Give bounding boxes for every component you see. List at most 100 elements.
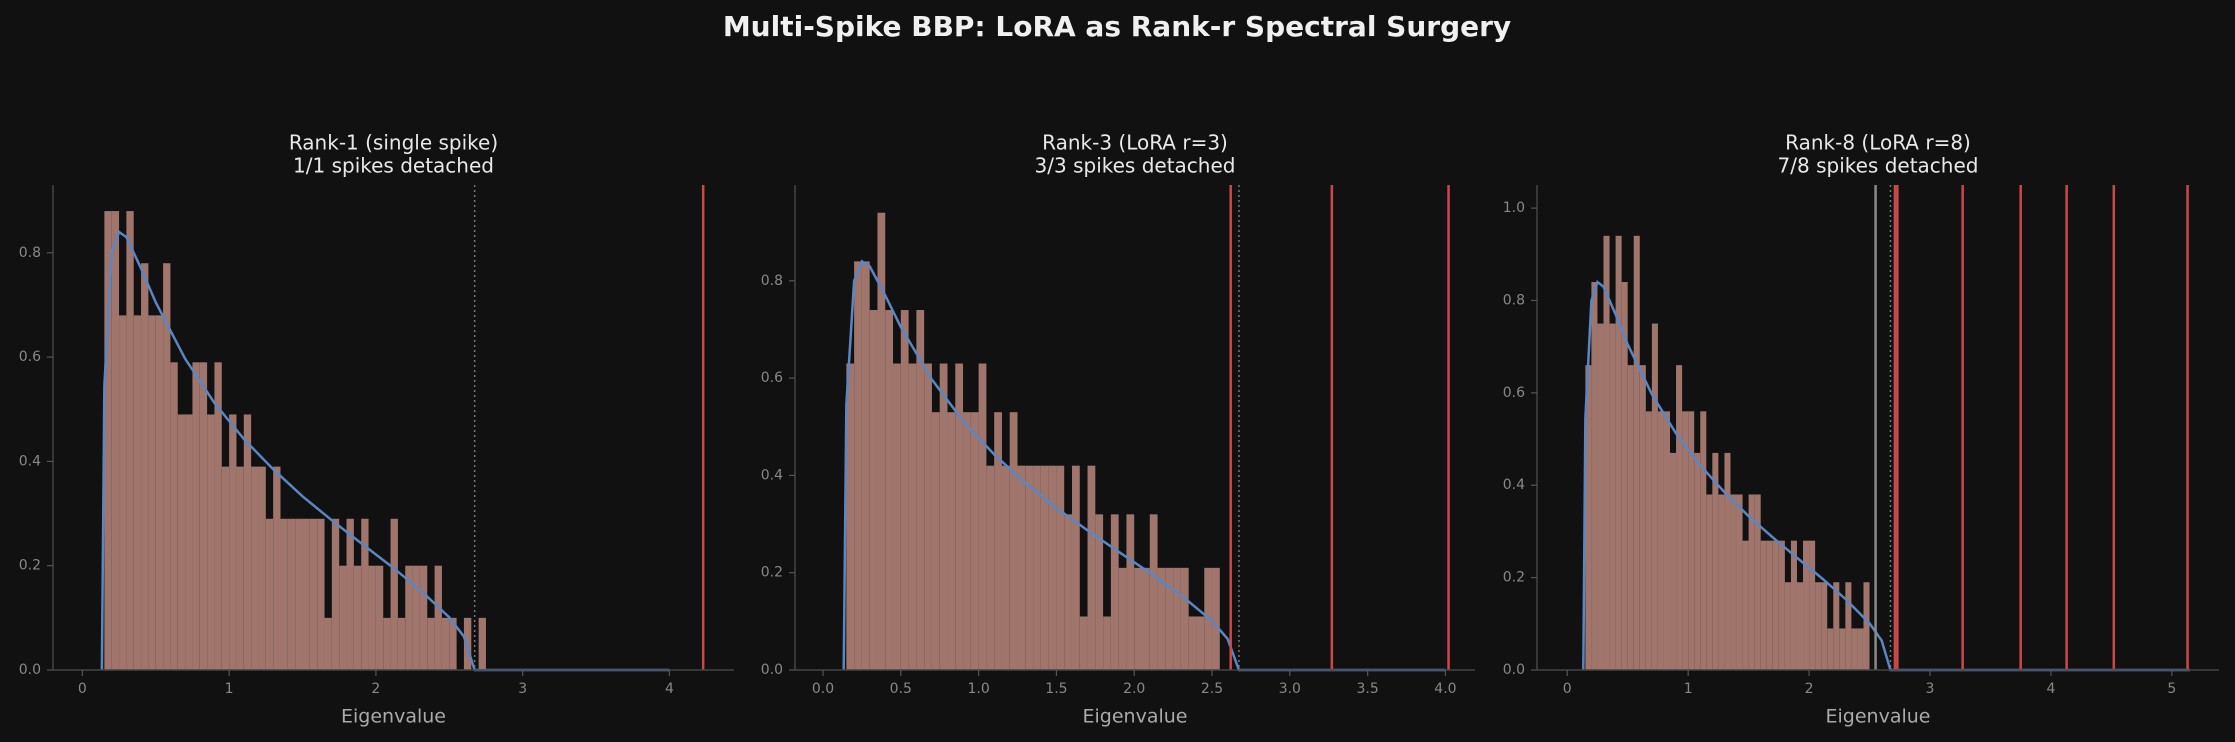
y-tick-label: 0.0 [1503,662,1525,678]
histogram-bar [1048,465,1057,670]
histogram-bar [141,263,149,670]
histogram-bar [1803,540,1810,670]
histogram-bar [1188,616,1197,670]
density-curve [842,259,1446,672]
subplot-title: Rank-1 (single spike) [289,131,498,155]
histogram-bar [1670,452,1677,670]
histogram-bar [994,412,1002,670]
histogram-bar [1651,323,1658,670]
y-tick-label: 0.8 [761,273,783,289]
density-curve [100,229,670,672]
histogram-bar [1165,567,1174,670]
subplot-subtitle: 1/1 spikes detached [293,154,494,178]
x-tick-label: 1.0 [967,681,989,697]
histogram-bar [1851,628,1858,670]
histogram-bar [1815,582,1822,670]
histogram-bar [1663,411,1671,670]
histogram-bar [1796,582,1804,670]
histogram-bar [1009,412,1018,670]
histogram-bar [1736,494,1743,670]
subplot-subtitle: 3/3 spikes detached [1035,154,1236,178]
histogram-bar [1071,465,1080,670]
subplot-title: Rank-3 (LoRA r=3) [1042,131,1228,155]
histogram-bar [361,518,369,670]
x-tick-label: 0 [1563,681,1572,697]
x-tick-label: 2.5 [1201,681,1223,697]
histogram-bar [397,617,406,670]
histogram-bar [1833,582,1840,670]
histogram-bar [1585,365,1592,670]
histogram-bar [1212,567,1220,670]
histogram-bar [295,518,303,670]
y-tick-label: 0.8 [1503,292,1525,308]
histogram-bar [1157,567,1166,670]
histogram-bar [1056,465,1065,670]
histogram-bar [963,412,971,670]
histogram-bar [1040,465,1049,670]
histogram-bar [434,565,442,670]
y-tick-label: 0.4 [19,453,41,469]
histogram-bar [192,362,200,670]
histogram-bar [229,414,237,670]
y-tick-label: 0.2 [19,558,41,574]
histogram-bar [1712,452,1719,670]
histogram-bar [405,565,413,670]
histogram-bar [148,315,156,670]
x-tick-label: 5 [2167,681,2176,697]
histogram-bar [1700,411,1707,670]
histogram-bar [1863,582,1870,670]
x-axis-label: Eigenvalue [1083,706,1188,728]
histogram-bar [1615,235,1622,671]
histogram-bar [1645,411,1652,670]
histogram-bar [419,565,428,670]
subplot-title: Rank-8 (LoRA r=8) [1785,131,1971,155]
histogram-bar [1142,567,1150,670]
histogram-bar [1627,365,1634,670]
histogram-bar [185,414,193,670]
x-tick-label: 3.5 [1356,681,1378,697]
histogram-bar [931,412,940,670]
histogram-bar [309,518,318,670]
histogram-bar [978,363,987,670]
histogram-bar [221,466,230,670]
histogram-bar [265,518,274,670]
y-tick-label: 0.6 [761,370,783,386]
histogram-bar [111,211,120,671]
x-tick-label: 3.0 [1279,681,1301,697]
y-tick-label: 0.8 [19,245,41,261]
histogram-bar [1682,411,1689,670]
histogram-bar [893,363,901,670]
histogram-bar [1827,628,1834,670]
histogram-bar [1609,323,1616,670]
histogram-bar [924,363,932,670]
histogram-bar [207,414,215,670]
histogram-bar [1110,514,1119,670]
histogram-bar [970,412,979,670]
histogram-bar [1017,465,1026,670]
x-tick-label: 4 [2046,681,2055,697]
histogram-bar [383,617,391,670]
histogram-bar [353,565,362,670]
x-axis-label: Eigenvalue [341,706,446,728]
histogram-bar [163,263,171,670]
histogram-bar [1118,567,1127,670]
histogram-bar [236,466,244,670]
x-tick-label: 2.0 [1123,681,1145,697]
histogram-bar [1064,514,1072,670]
histogram-bar [1730,494,1737,670]
histogram-bar [243,414,252,670]
histogram-bar [1033,465,1041,670]
x-tick-label: 4 [665,681,674,697]
x-tick-label: 1 [225,681,234,697]
histogram-bar [1079,616,1088,670]
histogram-bar [1621,282,1628,670]
histogram-bar [119,315,127,670]
x-axis-label: Eigenvalue [1826,706,1931,728]
histogram-bar [1688,411,1695,670]
histogram-bar [861,261,870,670]
histogram-bar [947,412,956,670]
histogram-bar [1149,514,1158,670]
histogram-bar [908,363,917,670]
x-tick-label: 4.0 [1434,681,1456,697]
